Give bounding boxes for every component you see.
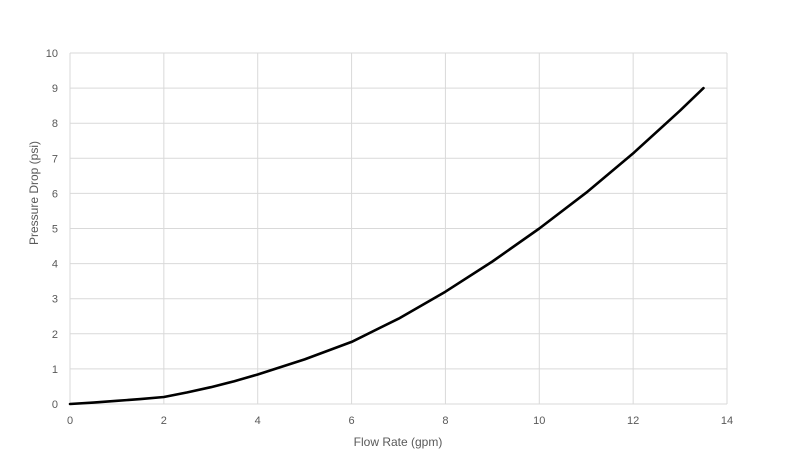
y-tick-label: 8 (52, 118, 58, 130)
y-tick-label: 0 (52, 399, 58, 411)
y-tick-label: 7 (52, 153, 58, 165)
y-axis-ticks: 0 1 2 3 4 5 6 7 8 9 10 (46, 48, 58, 411)
x-tick-label: 2 (161, 415, 167, 427)
x-tick-label: 6 (349, 415, 355, 427)
y-tick-label: 5 (52, 224, 58, 236)
x-tick-label: 10 (533, 415, 545, 427)
y-tick-label: 4 (52, 259, 58, 271)
y-axis-title: Pressure Drop (psi) (27, 141, 41, 245)
y-tick-label: 3 (52, 294, 58, 306)
x-tick-label: 8 (442, 415, 448, 427)
series-layer (68, 86, 705, 406)
x-axis-title: Flow Rate (gpm) (354, 435, 443, 449)
series-line (68, 86, 705, 406)
gridlines (69, 52, 728, 405)
y-tick-label: 9 (52, 83, 58, 95)
x-axis-ticks: 0 2 4 6 8 10 12 14 (67, 415, 733, 427)
y-tick-label: 10 (46, 48, 58, 60)
y-tick-label: 1 (52, 364, 58, 376)
x-tick-label: 12 (627, 415, 639, 427)
x-tick-label: 14 (721, 415, 733, 427)
x-tick-label: 0 (67, 415, 73, 427)
x-tick-label: 4 (255, 415, 261, 427)
y-tick-label: 6 (52, 188, 58, 200)
y-tick-label: 2 (52, 329, 58, 341)
